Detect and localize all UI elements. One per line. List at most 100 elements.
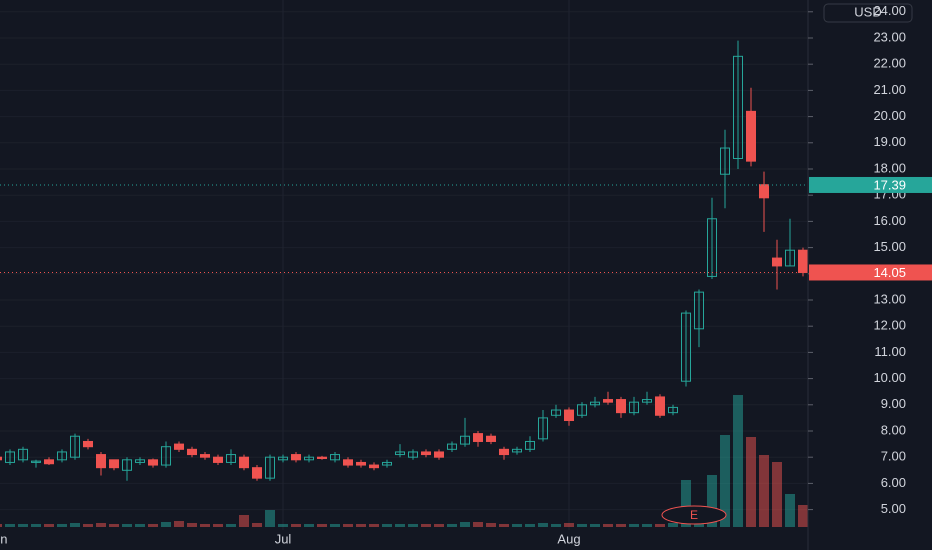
x-tick-label: Jul — [275, 531, 292, 546]
y-tick-label: 9.00 — [881, 396, 906, 411]
candle-body — [239, 456, 249, 469]
candle-body — [122, 459, 132, 471]
volume-bar — [369, 524, 379, 527]
candle-body — [538, 417, 548, 440]
candle-body — [759, 184, 769, 199]
candle-body — [603, 399, 613, 403]
y-tick-label: 5.00 — [881, 501, 906, 516]
y-tick-label: 11.00 — [874, 344, 906, 359]
earnings-marker[interactable] — [661, 505, 727, 525]
volume-bar — [304, 524, 314, 527]
volume-bar — [187, 523, 197, 527]
candle-body — [213, 456, 223, 463]
volume-bar — [668, 523, 678, 527]
candle-body — [317, 456, 327, 460]
volume-bar — [486, 523, 496, 527]
volume-bar — [759, 455, 769, 527]
volume-bar — [226, 524, 236, 527]
y-tick-label: 20.00 — [873, 108, 906, 123]
price-label: 14.05 — [873, 265, 906, 280]
volume-bar — [174, 521, 184, 527]
volume-bar — [330, 524, 340, 527]
volume-bar — [460, 522, 470, 527]
candle-body — [564, 409, 574, 422]
candle-body — [200, 454, 210, 458]
volume-bar — [499, 524, 509, 527]
y-tick-label: 22.00 — [873, 56, 906, 71]
volume-bar — [525, 524, 535, 527]
volume-bar — [655, 524, 665, 527]
volume-bar — [798, 505, 808, 527]
candle-body — [278, 456, 288, 461]
volume-bar — [603, 524, 613, 527]
volume-bar — [70, 523, 80, 527]
volume-layer — [0, 395, 808, 527]
volume-bar — [408, 524, 418, 527]
volume-bar — [616, 524, 626, 527]
candle-layer — [0, 40, 808, 481]
volume-bar — [629, 524, 639, 527]
candle-body — [655, 396, 665, 416]
volume-bar — [239, 515, 249, 527]
candle-body — [499, 448, 509, 456]
candle-body — [96, 454, 106, 469]
candle-body — [304, 456, 314, 461]
candle-body — [291, 454, 301, 461]
candle-body — [161, 446, 171, 466]
candle-body — [590, 401, 600, 406]
candle-body — [5, 451, 15, 463]
y-tick-label: 10.00 — [873, 370, 906, 385]
y-tick-label: 16.00 — [873, 213, 906, 228]
volume-bar — [265, 510, 275, 527]
y-tick-label: 23.00 — [873, 29, 906, 44]
candle-body — [265, 456, 275, 479]
volume-bar — [473, 522, 483, 527]
volume-bar — [44, 524, 54, 527]
x-tick-label: Jun — [0, 531, 7, 546]
candle-body — [109, 459, 119, 469]
y-tick-label: 8.00 — [881, 422, 906, 437]
y-tick-label: 7.00 — [881, 449, 906, 464]
price-label-box — [809, 264, 932, 281]
volume-bar — [356, 524, 366, 527]
candle-body — [486, 435, 496, 442]
candle-body — [343, 459, 353, 466]
candle-body — [330, 454, 340, 461]
candle-body — [356, 461, 366, 466]
volume-bar — [278, 524, 288, 527]
candle-body — [382, 461, 392, 466]
candle-body — [421, 451, 431, 456]
earnings-label: E — [690, 508, 698, 522]
volume-bar — [122, 524, 132, 527]
volume-bar — [434, 524, 444, 527]
volume-bar — [161, 522, 171, 527]
volume-bar — [681, 480, 691, 527]
candle-body — [525, 440, 535, 450]
volume-bar — [421, 524, 431, 527]
candle-body — [798, 249, 808, 273]
currency-box[interactable] — [823, 3, 913, 23]
candle-body — [460, 435, 470, 445]
volume-bar — [707, 475, 717, 527]
volume-bar — [395, 524, 405, 527]
y-tick-label: 13.00 — [873, 291, 906, 306]
candle-body — [512, 448, 522, 453]
candle-body — [746, 110, 756, 162]
volume-bar — [551, 524, 561, 527]
candle-body — [707, 218, 717, 277]
candle-body — [447, 443, 457, 450]
x-tick-label: Aug — [557, 531, 580, 546]
volume-bar — [317, 524, 327, 527]
candle-body — [434, 451, 444, 458]
volume-bar — [109, 524, 119, 527]
candle-body — [83, 440, 93, 448]
candle-body — [408, 451, 418, 458]
volume-bar — [642, 524, 652, 527]
price-label-box — [809, 176, 932, 193]
candle-body — [785, 249, 795, 267]
volume-bar — [0, 524, 2, 527]
candle-body — [369, 464, 379, 469]
volume-bar — [252, 523, 262, 527]
candle-body — [18, 448, 28, 461]
